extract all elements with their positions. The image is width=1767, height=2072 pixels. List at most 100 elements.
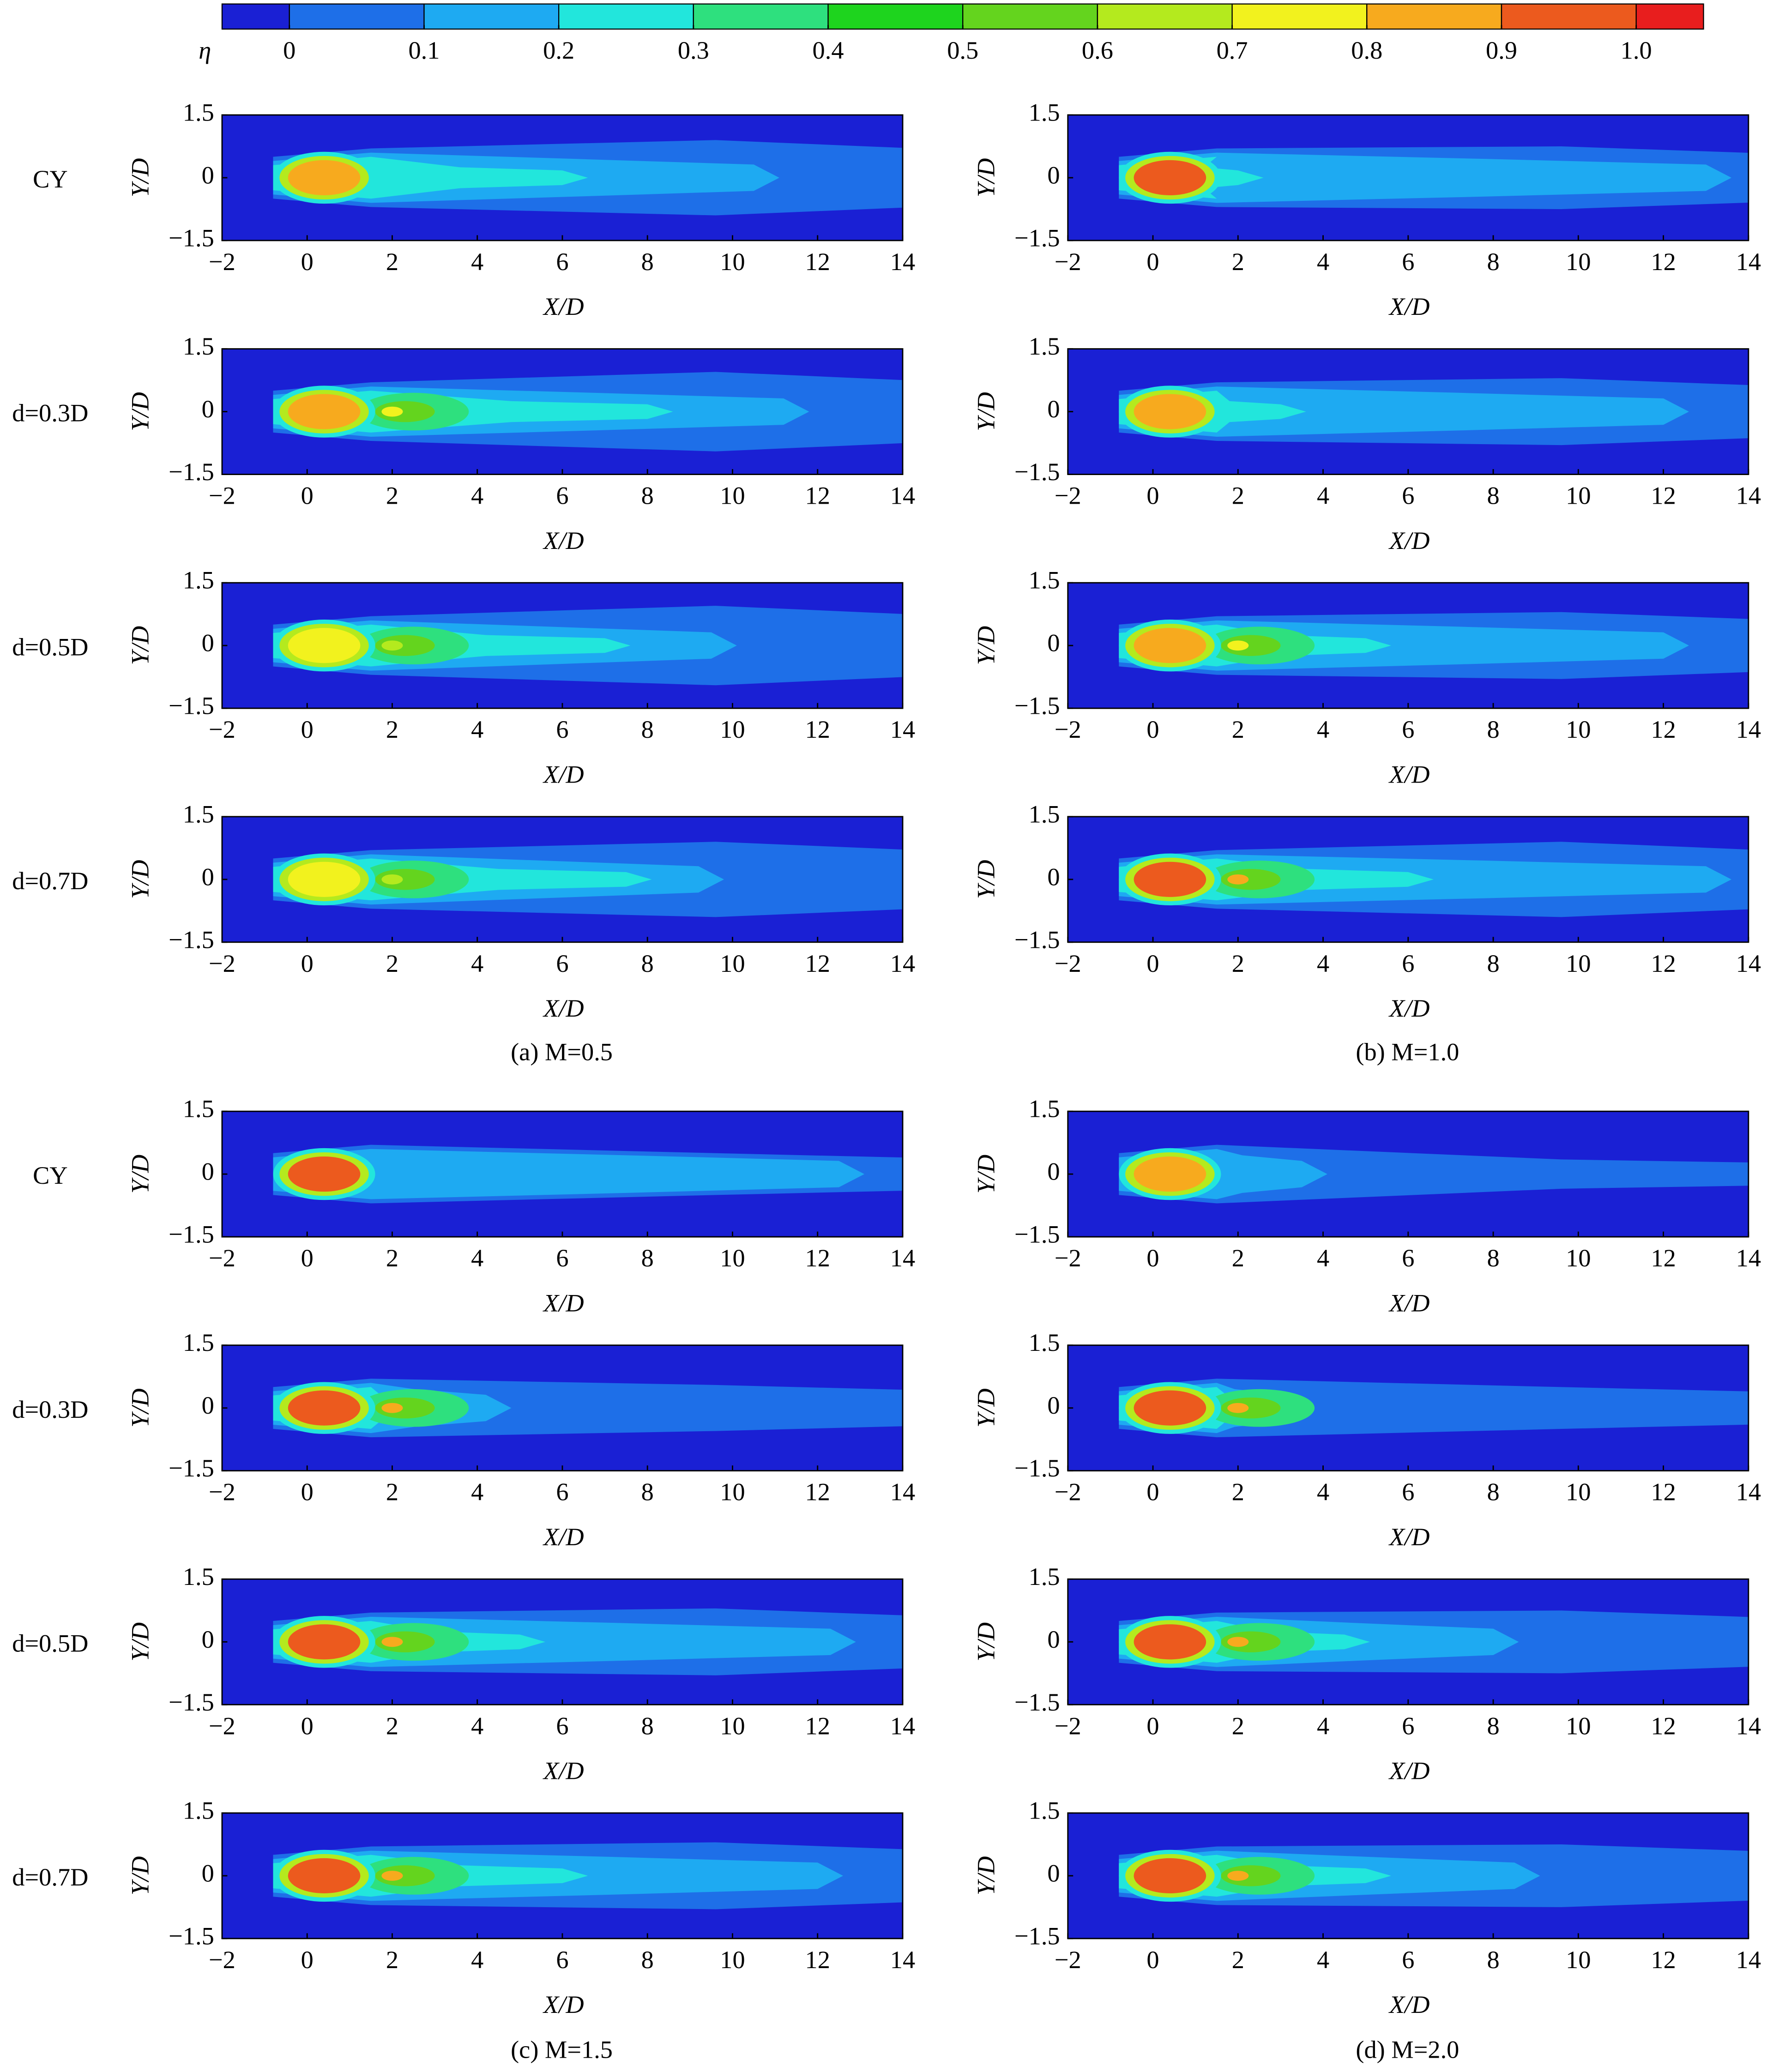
x-tick-label: 6 — [1402, 950, 1414, 977]
x-tick-label: 10 — [1566, 1244, 1591, 1272]
x-tick-label: 2 — [1232, 248, 1244, 276]
contour-plot: −2 0 2 4 6 8 10 12 14 −1.5 0 1.5 X/D Y/D d=0.3D — [12, 332, 915, 554]
x-tick-label: 12 — [805, 716, 830, 743]
x-axis-label: X/D — [1388, 1523, 1430, 1551]
y-tick-label: −1.5 — [1014, 224, 1060, 252]
contour-level — [288, 160, 361, 196]
y-tick-label: −1.5 — [1014, 458, 1060, 486]
y-tick-label: −1.5 — [1014, 1454, 1060, 1482]
x-tick-label: 4 — [471, 950, 483, 977]
y-axis-label: Y/D — [972, 626, 1000, 665]
x-tick-label: 6 — [556, 950, 568, 977]
contour-level — [288, 1858, 361, 1894]
y-tick-label: −1.5 — [1014, 1221, 1060, 1248]
y-axis-label: Y/D — [972, 1622, 1000, 1662]
y-tick-label: 1.5 — [183, 1796, 214, 1824]
x-tick-label: 2 — [386, 248, 398, 276]
y-tick-label: 0 — [202, 863, 214, 891]
x-tick-label: 14 — [890, 1946, 915, 1974]
x-tick-label: 10 — [1566, 716, 1591, 743]
x-tick-label: 12 — [805, 482, 830, 510]
x-tick-label: 4 — [471, 248, 483, 276]
x-tick-label: 10 — [720, 248, 745, 276]
x-tick-label: 12 — [805, 1712, 830, 1740]
x-tick-label: 14 — [1736, 248, 1761, 276]
colorbar-label: η — [199, 36, 211, 64]
colorbar-tick-label: 0.1 — [408, 36, 440, 64]
x-tick-label: 10 — [1566, 1946, 1591, 1974]
contour-level — [381, 640, 403, 651]
contour-level — [381, 874, 403, 885]
contour-level — [1134, 1390, 1206, 1426]
x-tick-label: 6 — [556, 1244, 568, 1272]
x-tick-label: 0 — [301, 1946, 314, 1974]
y-tick-label: −1.5 — [1014, 926, 1060, 953]
contour-field — [1067, 1813, 1749, 1939]
x-axis-label: X/D — [1388, 1757, 1430, 1785]
y-axis-label: Y/D — [972, 860, 1000, 899]
x-tick-label: 6 — [1402, 1712, 1414, 1740]
contour-level — [288, 1156, 361, 1192]
colorbar-segment — [221, 3, 290, 30]
colorbar-segment — [289, 3, 425, 30]
contour-level — [288, 394, 361, 429]
x-tick-label: 12 — [1651, 1244, 1676, 1272]
x-tick-label: 4 — [471, 1478, 483, 1506]
contour-field — [222, 1813, 903, 1939]
x-axis-label: X/D — [543, 1523, 584, 1551]
contour-level — [1134, 1156, 1206, 1192]
x-axis-label: X/D — [1388, 994, 1430, 1022]
x-tick-label: 2 — [1232, 950, 1244, 977]
x-tick-label: 0 — [1146, 950, 1159, 977]
contour-field — [222, 115, 903, 241]
x-tick-label: 8 — [1487, 716, 1499, 743]
x-tick-label: 6 — [1402, 1478, 1414, 1506]
contour-field — [222, 1111, 903, 1237]
y-tick-label: 0 — [202, 1158, 214, 1186]
x-tick-label: 6 — [556, 248, 568, 276]
contour-level — [1221, 1631, 1281, 1652]
x-tick-label: 10 — [720, 482, 745, 510]
contour-level — [273, 1149, 865, 1199]
y-tick-label: −1.5 — [169, 1688, 214, 1716]
contour-level — [1221, 635, 1281, 656]
colorbar-tick-label: 0.6 — [1082, 36, 1113, 64]
x-tick-label: 2 — [386, 1712, 398, 1740]
x-tick-label: 8 — [1487, 1712, 1499, 1740]
x-tick-label: 14 — [890, 482, 915, 510]
contour-plot: −2 0 2 4 6 8 10 12 14 −1.5 0 1.5 X/D Y/D — [972, 800, 1761, 1022]
contour-level — [381, 1403, 403, 1413]
colorbar-tick-label: 0.3 — [678, 36, 709, 64]
x-tick-label: −2 — [1055, 1946, 1081, 1974]
x-tick-label: 6 — [1402, 1244, 1414, 1272]
y-axis-label: Y/D — [127, 1856, 154, 1896]
x-tick-label: 0 — [1146, 1478, 1159, 1506]
colorbar-tick-label: 1.0 — [1621, 36, 1652, 64]
colorbar-segment — [1097, 3, 1233, 30]
x-tick-label: 2 — [386, 716, 398, 743]
x-tick-label: 8 — [641, 1712, 654, 1740]
x-tick-label: 0 — [1146, 1946, 1159, 1974]
x-tick-label: 8 — [641, 1946, 654, 1974]
panel-caption: (a) M=0.5 — [511, 1038, 613, 1066]
y-tick-label: 0 — [1047, 1391, 1060, 1419]
contour-level — [375, 401, 435, 422]
x-axis-label: X/D — [1388, 760, 1430, 788]
x-tick-label: 8 — [1487, 950, 1499, 977]
x-tick-label: 14 — [1736, 1244, 1761, 1272]
x-tick-label: 6 — [1402, 482, 1414, 510]
x-axis-label: X/D — [543, 527, 584, 554]
colorbar-segment — [1231, 3, 1368, 30]
x-tick-label: 8 — [641, 248, 654, 276]
contour-level — [1119, 152, 1731, 203]
y-axis-label: Y/D — [972, 392, 1000, 431]
x-axis-label: X/D — [1388, 1289, 1430, 1317]
x-tick-label: 2 — [1232, 716, 1244, 743]
contour-level — [1134, 628, 1206, 663]
y-tick-label: 0 — [1047, 1859, 1060, 1887]
x-tick-label: 6 — [556, 1946, 568, 1974]
y-axis-label: Y/D — [127, 1622, 154, 1662]
y-tick-label: −1.5 — [1014, 692, 1060, 720]
x-tick-label: −2 — [209, 950, 235, 977]
